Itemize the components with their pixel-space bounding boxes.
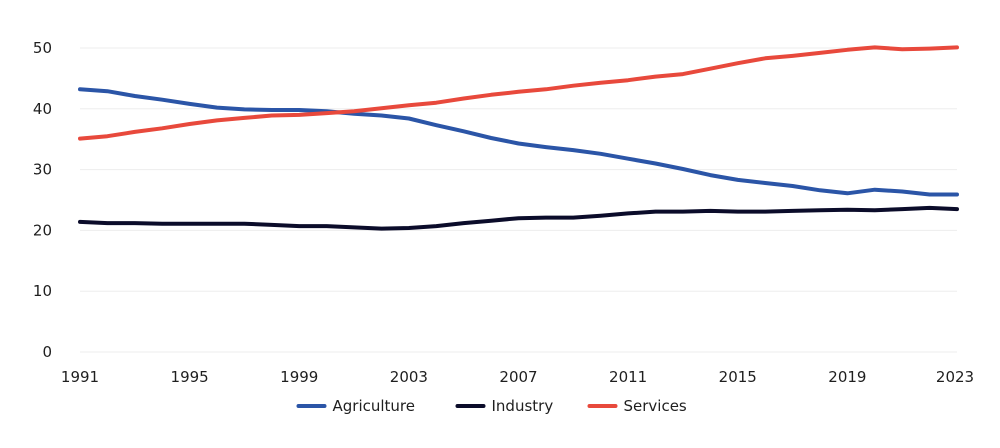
- y-tick-label: 30: [33, 161, 52, 179]
- x-tick-label: 1995: [171, 368, 209, 386]
- series-lines: [78, 45, 959, 231]
- x-tick-label: 2011: [609, 368, 647, 386]
- series-line-services: [78, 45, 959, 141]
- legend-label-industry: Industry: [492, 397, 554, 415]
- x-tick-label: 2019: [828, 368, 866, 386]
- y-tick-label: 50: [33, 39, 52, 57]
- y-tick-label: 10: [33, 282, 52, 300]
- series-line-industry: [78, 205, 959, 231]
- y-tick-label: 20: [33, 221, 52, 239]
- legend-label-services: Services: [624, 397, 687, 415]
- legend: Agriculture Industry Services: [296, 397, 687, 415]
- x-tick-label: 1991: [61, 368, 99, 386]
- x-tick-label: 2023: [936, 368, 974, 386]
- x-tick-label: 2007: [499, 368, 537, 386]
- y-axis-ticks: 0 10 20 30 40 50: [33, 39, 52, 361]
- x-tick-label: 2003: [390, 368, 428, 386]
- series-line-agriculture: [78, 87, 959, 197]
- x-tick-label: 2015: [719, 368, 757, 386]
- x-axis-ticks: 1991 1995 1999 2003 2007 2011 2015 2019 2023: [61, 368, 974, 386]
- legend-label-agriculture: Agriculture: [333, 397, 416, 415]
- y-tick-label: 40: [33, 100, 52, 118]
- x-tick-label: 1999: [280, 368, 318, 386]
- y-tick-label: 0: [42, 343, 52, 361]
